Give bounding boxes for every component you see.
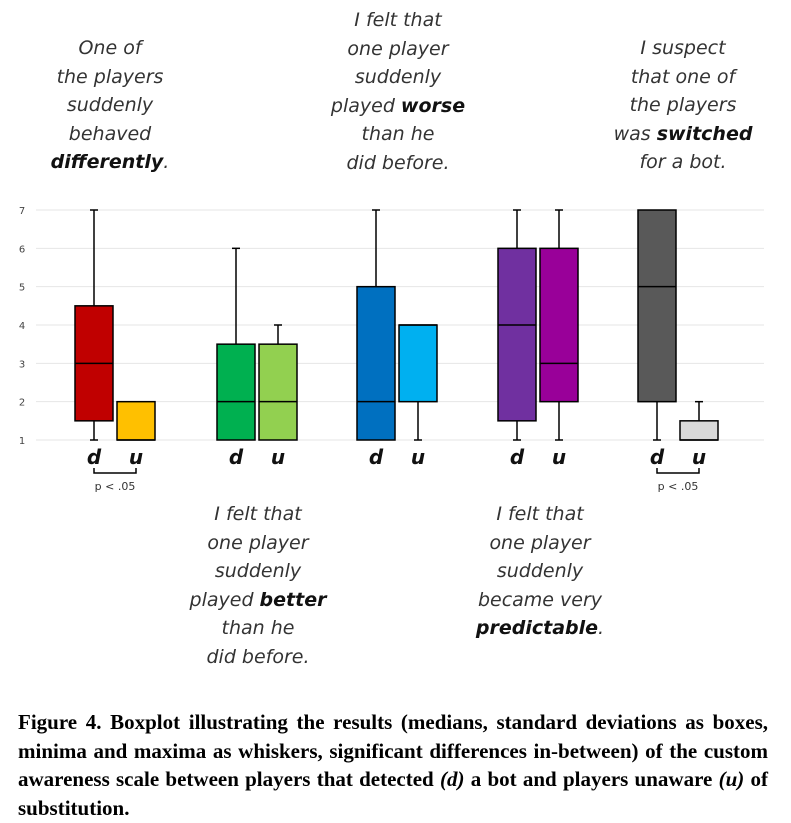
y-tick-label: 7 bbox=[19, 206, 25, 217]
annotation-line: was switched bbox=[614, 120, 753, 149]
figure-caption: Figure 4. Boxplot illustrating the resul… bbox=[18, 708, 768, 822]
iqr-box bbox=[116, 400, 156, 441]
category-label: u bbox=[552, 445, 566, 469]
annotation-line: I felt that bbox=[354, 9, 442, 31]
y-tick-label: 1 bbox=[19, 436, 25, 447]
annotation-line: became very bbox=[477, 588, 603, 611]
y-tick-label: 4 bbox=[19, 321, 25, 332]
y-tick-label: 6 bbox=[19, 244, 25, 255]
box-d: d bbox=[637, 209, 677, 469]
box-u: u bbox=[539, 209, 579, 469]
annotation-prefix: played bbox=[189, 588, 260, 611]
annotation-line: did before. bbox=[206, 645, 310, 668]
annotation-line: did before. bbox=[346, 151, 450, 174]
annotation-bold: worse bbox=[400, 94, 466, 117]
annotation-line: one player bbox=[489, 531, 591, 554]
annotation-line: played better bbox=[190, 586, 327, 615]
annotation-line: One of bbox=[78, 37, 142, 59]
iqr-box bbox=[356, 285, 396, 441]
annotation-line: the players bbox=[56, 65, 164, 88]
annotation-line: I felt that bbox=[496, 503, 584, 525]
category-label: u bbox=[271, 445, 285, 469]
box-u: u bbox=[679, 400, 719, 469]
box-u: u bbox=[116, 400, 156, 469]
category-label: d bbox=[229, 445, 244, 469]
annotation-prefix: played bbox=[330, 94, 401, 117]
box-d: d bbox=[356, 209, 396, 469]
annotation-line: I suspect bbox=[640, 37, 726, 59]
annotation-line: differently. bbox=[51, 148, 170, 177]
box-group: d u p < .05 bbox=[637, 209, 719, 493]
caption-middle: a bot and players unaware bbox=[464, 767, 719, 791]
annotation-line: suddenly bbox=[354, 66, 442, 88]
caption-d: (d) bbox=[439, 767, 465, 791]
annotation-line: predictable. bbox=[476, 614, 604, 643]
caption-lead: Figure 4. Boxplot illustrating the resul… bbox=[18, 710, 768, 791]
category-label: d bbox=[650, 445, 665, 469]
annotation-behaved-differently: One of the players suddenly behaved diff… bbox=[51, 34, 170, 177]
box-d: d bbox=[74, 209, 114, 469]
iqr-box bbox=[497, 247, 537, 422]
category-label: d bbox=[369, 445, 384, 469]
annotation-bold: differently bbox=[50, 151, 164, 173]
bracket-line bbox=[656, 468, 700, 474]
box-u: u bbox=[258, 324, 298, 469]
iqr-box bbox=[258, 343, 298, 441]
annotation-line: than he bbox=[361, 123, 435, 145]
caption-tail: of substitution. bbox=[18, 767, 769, 820]
annotation-played-worse: I felt that one player suddenly played w… bbox=[331, 6, 465, 177]
annotation-line: that one of bbox=[630, 65, 736, 88]
annotation-line: suddenly bbox=[496, 560, 584, 582]
iqr-box bbox=[539, 247, 579, 403]
y-tick-label: 5 bbox=[19, 283, 25, 294]
annotation-played-better: I felt that one player suddenly played b… bbox=[190, 500, 327, 671]
annotation-line: behaved bbox=[68, 122, 152, 145]
annotation-line: I felt that bbox=[214, 503, 302, 525]
category-label: u bbox=[129, 445, 143, 469]
annotation-line: than he bbox=[221, 617, 295, 639]
annotation-line: one player bbox=[347, 37, 449, 60]
annotation-tail: . bbox=[598, 617, 605, 639]
iqr-box bbox=[398, 324, 438, 403]
category-label: u bbox=[692, 445, 706, 469]
y-tick-label: 2 bbox=[19, 398, 25, 409]
iqr-box bbox=[637, 209, 677, 403]
y-tick-label: 3 bbox=[19, 359, 25, 370]
box-d: d bbox=[497, 209, 537, 469]
caption-u: (u) bbox=[718, 767, 745, 791]
bracket-line bbox=[93, 468, 137, 474]
annotation-line: one player bbox=[207, 531, 309, 554]
significance-label: p < .05 bbox=[658, 480, 699, 493]
annotation-became-predictable: I felt that one player suddenly became v… bbox=[476, 500, 604, 643]
category-label: d bbox=[510, 445, 525, 469]
annotation-bold: predictable bbox=[475, 617, 599, 639]
significance-bracket: p < .05 bbox=[93, 468, 137, 493]
annotation-line: suddenly bbox=[214, 560, 302, 582]
box-group: d u p < .05 bbox=[74, 209, 156, 493]
plot-area: d up < .05d u d u d u d up < .05 bbox=[74, 209, 719, 493]
iqr-box bbox=[679, 420, 719, 441]
iqr-box bbox=[216, 343, 256, 441]
annotation-prefix: was bbox=[613, 122, 657, 145]
annotation-line: for a bot. bbox=[639, 151, 727, 173]
significance-bracket: p < .05 bbox=[656, 468, 700, 493]
category-label: u bbox=[411, 445, 425, 469]
annotation-bold: switched bbox=[656, 122, 753, 145]
annotation-line: the players bbox=[629, 94, 737, 116]
annotation-switched-for-bot: I suspect that one of the players was sw… bbox=[614, 34, 753, 177]
annotation-line: suddenly bbox=[66, 94, 154, 116]
significance-label: p < .05 bbox=[95, 480, 136, 493]
box-u: u bbox=[398, 324, 438, 469]
box-d: d bbox=[216, 247, 256, 469]
annotation-line: played worse bbox=[331, 92, 465, 121]
y-axis: 1 2 3 4 5 6 7 bbox=[19, 206, 25, 447]
category-label: d bbox=[87, 445, 102, 469]
annotation-tail: . bbox=[163, 151, 170, 173]
annotation-bold: better bbox=[259, 588, 327, 611]
